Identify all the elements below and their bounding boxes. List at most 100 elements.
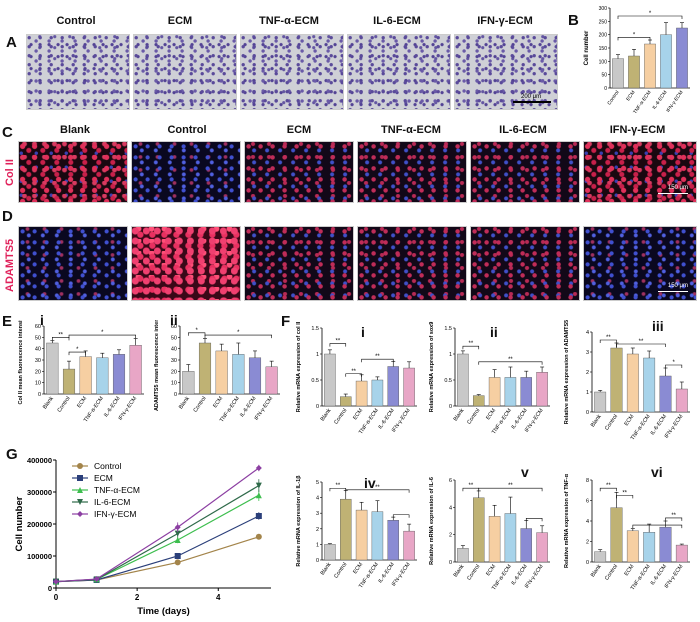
- bar: [626, 353, 639, 413]
- bar: [520, 528, 532, 563]
- row-a-label-ecm: ECM: [167, 15, 193, 27]
- significance-bracket: [478, 487, 543, 492]
- y-tick-label: 1: [316, 352, 319, 358]
- chart-fiv: 0 1 2 3 4 5 Relative mRNA expression of IL-1β B…: [296, 475, 417, 590]
- significance-bracket: [525, 517, 543, 522]
- significance-bracket: [188, 332, 206, 336]
- y-tick-label: 0: [48, 584, 52, 593]
- bar: [643, 357, 656, 413]
- y-axis-label: Relative mRNA expression of IL-6: [429, 477, 435, 565]
- bar: [659, 375, 672, 413]
- data-point: [174, 559, 181, 566]
- y-tick-label: 0: [449, 560, 452, 566]
- bar: [473, 497, 485, 563]
- x-tick-label: Control: [193, 396, 208, 414]
- bar: [96, 357, 109, 395]
- panel-letter-g: G: [6, 446, 18, 463]
- data-point: [174, 530, 181, 537]
- x-tick-label: Control: [606, 90, 620, 107]
- x-tick-label: Control: [604, 564, 619, 582]
- y-axis-label: Col II mean fluorescence intensity: [18, 320, 24, 404]
- x-tick-label: Blank: [453, 564, 466, 579]
- micrograph-a-ecm: [133, 34, 237, 110]
- micrograph-c-ifn: 150 μm: [583, 141, 697, 203]
- x-axis-label: Time (days): [137, 606, 190, 617]
- y-tick-label: 10: [35, 381, 41, 387]
- x-tick-label: ECM: [624, 563, 636, 577]
- significance-bracket: [392, 514, 410, 518]
- bar: [340, 498, 352, 561]
- bar: [215, 350, 228, 395]
- y-tick-label: 8: [586, 478, 589, 484]
- row-c-side-label: Col II: [4, 159, 16, 186]
- bar: [675, 544, 688, 563]
- micrograph-c-il6: [470, 141, 580, 203]
- y-tick-label: 30: [171, 358, 177, 364]
- y-tick-label: 4: [586, 330, 589, 336]
- roman-fv: v: [521, 464, 529, 480]
- significance-label: *: [76, 347, 79, 353]
- bar: [660, 34, 672, 89]
- y-tick-label: 6: [449, 478, 452, 484]
- y-tick-label: 6: [586, 499, 589, 505]
- y-tick-label: 50: [171, 335, 177, 341]
- y-tick-label: 0: [586, 410, 589, 416]
- significance-bracket: [632, 524, 683, 529]
- row-cd-label-blank: Blank: [60, 124, 90, 136]
- x-tick-label: Blank: [42, 396, 55, 411]
- data-point: [93, 576, 100, 583]
- bar: [62, 368, 76, 395]
- y-tick-label: 250: [599, 19, 608, 25]
- bar: [129, 345, 142, 395]
- micrograph-c-tnf: [357, 141, 467, 203]
- bar: [403, 530, 415, 561]
- significance-label: *: [633, 32, 636, 38]
- micrograph-d-control: [131, 226, 241, 301]
- scale-bar-c: [658, 193, 688, 194]
- y-tick-label: 60: [171, 324, 177, 330]
- bar: [504, 377, 517, 407]
- y-axis-label: Relative mRNA expression of TNF-α: [564, 473, 570, 568]
- panel-letter-c: C: [2, 124, 13, 141]
- panel-letter-a: A: [6, 34, 17, 51]
- y-tick-label: 4: [316, 496, 319, 502]
- significance-bracket: [68, 334, 136, 339]
- data-point: [255, 533, 262, 540]
- significance-bracket: [617, 15, 683, 19]
- bar: [536, 532, 548, 563]
- significance-bracket: [599, 339, 617, 343]
- significance-label: *: [649, 11, 652, 17]
- data-point: [255, 492, 262, 499]
- y-tick-label: 300: [599, 6, 608, 12]
- y-tick-label: 0.5: [311, 378, 319, 384]
- legend-label: ECM: [94, 473, 113, 483]
- significance-label: **: [639, 339, 644, 345]
- bar: [488, 516, 501, 563]
- row-cd-label-tnf: TNF-α-ECM: [381, 124, 441, 136]
- chart-ei: 0 10 20 30 40 50 60 Col II mean fluorescence in…: [18, 320, 144, 424]
- roman-ei: i: [40, 312, 44, 328]
- y-tick-label: 3: [586, 350, 589, 356]
- scale-bar-d: [658, 291, 688, 292]
- significance-label: **: [468, 341, 473, 347]
- bar: [610, 347, 623, 413]
- y-tick-label: 4: [449, 505, 452, 511]
- x-tick-label: ECM: [352, 561, 364, 575]
- roman-eii: ii: [170, 312, 178, 328]
- roman-fiii: iii: [652, 318, 664, 334]
- roman-fi: i: [361, 324, 365, 340]
- series-line: [55, 467, 260, 583]
- bar: [675, 388, 688, 413]
- bar: [355, 509, 368, 561]
- chart-fii: 0 0.5 1 1.5 Relative mRNA expression of sox9…: [429, 322, 550, 436]
- bar: [371, 511, 384, 561]
- significance-label: **: [335, 339, 340, 345]
- series-line: [55, 515, 260, 583]
- significance-label: **: [606, 483, 611, 489]
- bar: [198, 342, 212, 395]
- micrograph-a-ifn: 200 μm: [454, 34, 558, 110]
- y-tick-label: 2: [316, 527, 319, 533]
- legend-label: Control: [94, 461, 122, 471]
- micrograph-c-blank: [18, 141, 128, 203]
